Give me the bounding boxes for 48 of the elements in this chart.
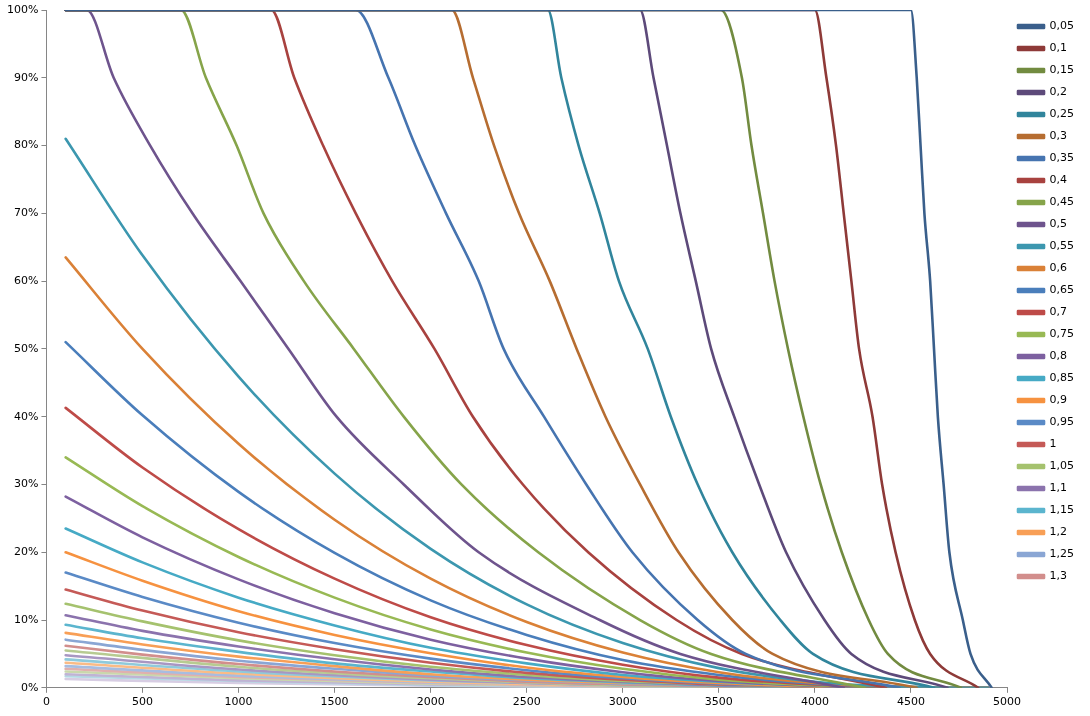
legend-label: 1,3 (1049, 569, 1068, 583)
legend-label: 0,75 (1049, 327, 1075, 341)
legend-label: 1,15 (1049, 503, 1075, 517)
x-tick-label: 3000 (608, 695, 637, 709)
x-tick-label: 4000 (800, 695, 829, 709)
x-tick-label: 1500 (320, 695, 349, 709)
legend-label: 0,05 (1049, 19, 1075, 33)
y-tick-label: 50% (13, 341, 39, 355)
legend-label: 0,25 (1049, 107, 1075, 121)
y-tick-label: 10% (13, 612, 39, 626)
x-tick-label: 2000 (416, 695, 445, 709)
legend-label: 0,1 (1049, 41, 1068, 55)
y-tick-label: 0% (20, 680, 39, 694)
legend-label: 0,85 (1049, 371, 1075, 385)
y-tick-label: 30% (13, 477, 39, 491)
legend-label: 0,8 (1049, 349, 1068, 363)
y-tick-label: 70% (13, 206, 39, 220)
y-tick-label: 40% (13, 409, 39, 423)
legend-label: 0,35 (1049, 151, 1075, 165)
y-tick-label: 20% (13, 545, 39, 559)
legend-label: 0,65 (1049, 283, 1075, 297)
legend-label: 0,6 (1049, 261, 1068, 275)
legend-label: 0,2 (1049, 85, 1068, 99)
x-tick-label: 2500 (512, 695, 541, 709)
x-tick-label: 5000 (993, 695, 1022, 709)
legend-label: 0,45 (1049, 195, 1075, 209)
y-tick-label: 100% (6, 2, 39, 16)
x-tick-label: 1000 (224, 695, 253, 709)
legend-label: 1,05 (1049, 459, 1075, 473)
legend-label: 1,2 (1049, 525, 1068, 539)
x-tick-label: 500 (132, 695, 153, 709)
legend-label: 0,5 (1049, 217, 1068, 231)
legend-label: 1,25 (1049, 547, 1075, 561)
legend-label: 0,55 (1049, 239, 1075, 253)
x-tick-label: 3500 (704, 695, 733, 709)
legend-label: 1 (1049, 437, 1057, 451)
legend-label: 0,9 (1049, 393, 1068, 407)
y-tick-label: 60% (13, 273, 39, 287)
legend-label: 1,1 (1049, 481, 1068, 495)
legend-label: 0,7 (1049, 305, 1068, 319)
legend-label: 0,95 (1049, 415, 1075, 429)
legend-label: 0,15 (1049, 63, 1075, 77)
y-tick-label: 90% (13, 70, 39, 84)
y-tick-label: 80% (13, 138, 39, 152)
x-tick-label: 0 (42, 695, 50, 709)
legend-label: 0,3 (1049, 129, 1068, 143)
x-tick-label: 4500 (896, 695, 925, 709)
legend-label: 0,4 (1049, 173, 1068, 187)
